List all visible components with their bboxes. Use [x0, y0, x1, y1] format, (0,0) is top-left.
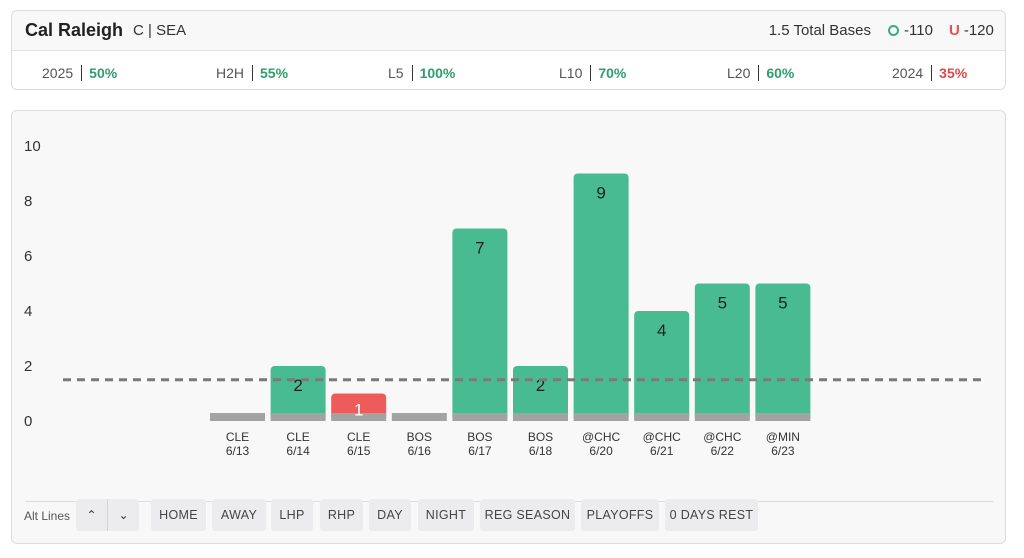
bar-value-label: 7	[475, 239, 484, 258]
y-tick-label: 8	[24, 193, 32, 210]
bar-baseline	[573, 413, 629, 421]
bar	[452, 228, 508, 421]
bar-baseline	[210, 413, 265, 421]
filter-away-button[interactable]: AWAY	[212, 499, 266, 531]
stat-label: 2024	[892, 65, 933, 81]
x-tick-opponent: CLE	[286, 430, 309, 444]
x-tick-date: 6/13	[226, 444, 250, 458]
stat-value: 100%	[419, 65, 456, 81]
filter-lhp-button[interactable]: LHP	[271, 499, 313, 531]
stat-l10: L10 70%	[559, 62, 626, 84]
over-odds-value: -110	[904, 22, 933, 39]
bar-baseline	[391, 413, 447, 421]
bar-baseline	[755, 413, 811, 421]
prop-line: 1.5 Total Bases	[768, 22, 871, 39]
stat-label: L20	[727, 65, 760, 81]
bar-baseline	[513, 413, 568, 421]
stat-value: 55%	[260, 65, 289, 81]
bar-value-label: 5	[778, 294, 787, 313]
game-log-bar-chart: 0246810CLE6/132CLE6/141CLE6/15BOS6/167BO…	[24, 138, 987, 458]
x-tick-opponent: CLE	[226, 430, 249, 444]
stat-value: 70%	[598, 65, 627, 81]
over-odds[interactable]: -110	[888, 22, 933, 39]
x-tick-opponent: @CHC	[582, 430, 621, 444]
chevron-down-icon[interactable]: ⌄	[118, 508, 129, 522]
player-position-team: C | SEA	[133, 22, 187, 39]
x-tick-opponent: @MIN	[766, 430, 800, 444]
stat-label: L5	[388, 65, 413, 81]
bar-value-label: 4	[657, 321, 666, 340]
bar-value-label: 9	[596, 184, 605, 203]
stat-last-season: 2024 35%	[892, 62, 967, 84]
x-tick-date: 6/15	[347, 444, 371, 458]
stat-label: H2H	[216, 65, 254, 81]
alt-lines-label: Alt Lines	[24, 509, 71, 523]
chart-card: 0 2 4 6 8 10 CLE 6/13 2 CLE 6/14 1 CLE 6/15 BOS 6/16 7 BO…	[11, 110, 1006, 544]
filter-night-button[interactable]: NIGHT	[418, 499, 474, 531]
y-tick-label: 0	[24, 413, 32, 430]
bar-baseline	[452, 413, 508, 421]
stat-l20: L20 60%	[727, 62, 794, 84]
bar-value-label: 5	[718, 294, 727, 313]
filter-days-rest-button[interactable]: 0 DAYS REST	[665, 499, 758, 531]
bar-baseline	[270, 413, 326, 421]
filter-home-button[interactable]: HOME	[151, 499, 206, 531]
x-tick-date: 6/14	[286, 444, 310, 458]
chevron-up-icon[interactable]: ⌃	[76, 499, 108, 531]
y-tick-label: 4	[24, 303, 32, 320]
x-tick-opponent: @CHC	[703, 430, 742, 444]
x-tick-date: 6/18	[529, 444, 553, 458]
player-header-bar: Cal Raleigh C | SEA 1.5 Total Bases -110…	[12, 11, 1005, 51]
x-tick-opponent: @CHC	[643, 430, 682, 444]
y-tick-label: 2	[24, 358, 32, 375]
stat-season: 2025 50%	[42, 62, 117, 84]
y-tick-label: 10	[24, 138, 41, 155]
filter-playoffs-button[interactable]: PLAYOFFS	[581, 499, 659, 531]
player-header-card: Cal Raleigh C | SEA 1.5 Total Bases -110…	[11, 10, 1006, 90]
filter-day-button[interactable]: DAY	[369, 499, 411, 531]
x-tick-opponent: CLE	[347, 430, 370, 444]
stat-label: 2025	[42, 65, 83, 81]
bar	[694, 283, 750, 421]
under-odds[interactable]: U -120	[949, 22, 994, 39]
bar-value-label: 2	[293, 376, 302, 395]
x-tick-date: 6/20	[589, 444, 613, 458]
x-tick-opponent: BOS	[528, 430, 553, 444]
filter-reg-season-button[interactable]: REG SEASON	[480, 499, 575, 531]
alt-lines-stepper: ⌃ ⌄	[76, 499, 139, 531]
bar-baseline	[634, 413, 690, 421]
stat-value: 35%	[939, 65, 968, 81]
x-tick-date: 6/22	[711, 444, 735, 458]
under-odds-value: -120	[963, 22, 994, 39]
stat-value: 50%	[89, 65, 118, 81]
x-tick-opponent: BOS	[407, 430, 432, 444]
over-circle-icon	[888, 25, 899, 36]
bar-value-label: 2	[536, 376, 545, 395]
x-tick-date: 6/23	[771, 444, 795, 458]
y-tick-label: 6	[24, 248, 32, 265]
bar	[755, 283, 811, 421]
under-icon: U	[949, 22, 960, 39]
filter-rhp-button[interactable]: RHP	[320, 499, 363, 531]
bar	[270, 366, 326, 421]
bar	[634, 311, 690, 421]
bar-value-label: 1	[354, 401, 363, 420]
stat-label: L10	[559, 65, 592, 81]
bar-baseline	[331, 413, 387, 421]
x-tick-date: 6/17	[468, 444, 492, 458]
x-tick-opponent: BOS	[467, 430, 492, 444]
player-name: Cal Raleigh	[25, 20, 124, 40]
stat-h2h: H2H 55%	[216, 62, 288, 84]
bar	[573, 173, 629, 421]
bar-baseline	[694, 413, 750, 421]
stat-value: 60%	[766, 65, 795, 81]
x-tick-date: 6/16	[408, 444, 432, 458]
x-tick-date: 6/21	[650, 444, 674, 458]
stat-l5: L5 100%	[388, 62, 455, 84]
